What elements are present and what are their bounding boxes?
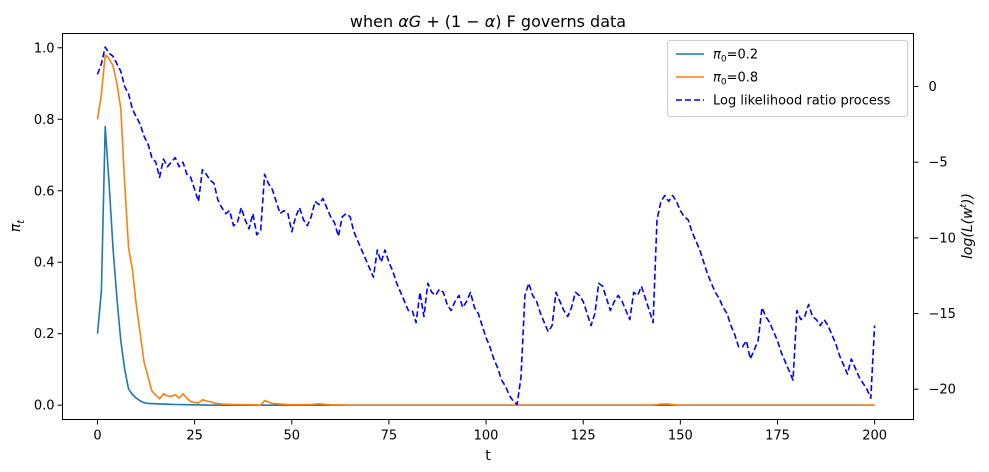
x-axis: 0 25 50 75 100 125 150 175 200 (93, 419, 887, 444)
y-axis-right: 0 −5 −10 −15 −20 (913, 80, 956, 398)
y-right-tick-label: −10 (929, 231, 956, 246)
series-line-2 (96, 46, 876, 406)
y-left-tick-label: 0.2 (34, 327, 55, 342)
x-tick-label: 0 (93, 429, 101, 444)
y-right-tick-label: 0 (929, 80, 937, 95)
y-axis-left-label: πt (8, 219, 27, 232)
y-right-tick-label: −20 (929, 383, 956, 398)
legend: π0=0.2 π0=0.8 Log likelihood ratio process (667, 40, 908, 117)
plot-area (62, 33, 914, 420)
legend-box (667, 40, 908, 117)
x-axis-label: t (485, 448, 491, 464)
y-right-tick-label: −15 (929, 307, 956, 322)
legend-label-0: π0=0.2 (713, 48, 758, 65)
x-tick-label: 200 (862, 429, 887, 444)
chart-title: when αG + (1 − α) F governs data (350, 12, 626, 31)
series-layer (96, 46, 876, 407)
series-line-0 (96, 125, 875, 407)
x-tick-label: 75 (381, 429, 398, 444)
x-tick-label: 125 (571, 429, 596, 444)
series-line-1 (96, 54, 875, 407)
y-axis-left: 0.0 0.2 0.4 0.6 0.8 1.0 (34, 41, 63, 414)
y-axis-right-label: log(L(wt)) (959, 193, 976, 259)
plot-frame (62, 33, 914, 420)
y-left-tick-label: 0.0 (34, 399, 55, 414)
x-tick-label: 175 (765, 429, 790, 444)
x-tick-label: 25 (186, 429, 203, 444)
y-left-tick-label: 0.6 (34, 184, 55, 199)
y-right-tick-label: −5 (929, 156, 948, 171)
x-tick-label: 150 (668, 429, 693, 444)
legend-label-2: Log likelihood ratio process (713, 94, 891, 109)
y-left-tick-label: 1.0 (34, 41, 55, 56)
legend-label-1: π0=0.8 (713, 71, 758, 88)
x-tick-label: 50 (283, 429, 300, 444)
y-left-tick-label: 0.4 (34, 256, 55, 271)
x-tick-label: 100 (474, 429, 499, 444)
y-left-tick-label: 0.8 (34, 113, 55, 128)
